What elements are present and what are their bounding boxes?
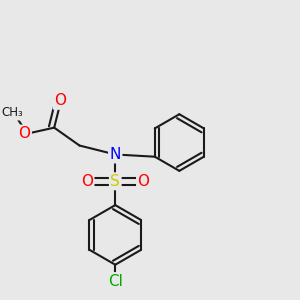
Text: O: O <box>18 126 30 141</box>
Text: O: O <box>54 93 66 108</box>
Text: N: N <box>110 147 121 162</box>
Text: S: S <box>110 174 120 189</box>
Text: O: O <box>81 174 93 189</box>
Text: CH₃: CH₃ <box>2 106 23 119</box>
Text: Cl: Cl <box>108 274 123 289</box>
Text: O: O <box>138 174 150 189</box>
